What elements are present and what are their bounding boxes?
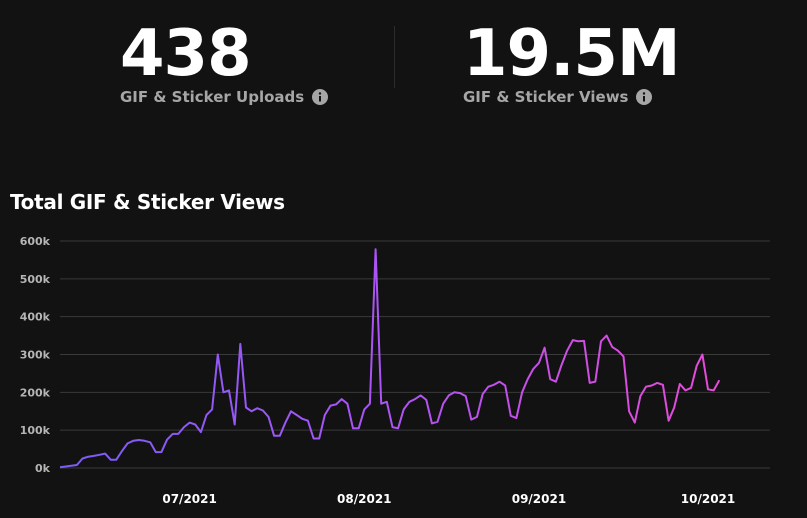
stats-divider	[394, 26, 395, 88]
y-tick-label: 400k	[20, 311, 51, 324]
data-point[interactable]	[558, 361, 566, 369]
data-point[interactable]	[191, 421, 199, 429]
data-point[interactable]	[693, 362, 701, 370]
data-point[interactable]	[597, 337, 605, 345]
y-tick-label: 600k	[20, 235, 51, 248]
uploads-label-row: GIF & Sticker Uploads	[120, 88, 329, 106]
uploads-info-icon[interactable]	[312, 89, 329, 105]
data-point[interactable]	[518, 388, 526, 396]
data-point[interactable]	[687, 384, 695, 392]
data-point[interactable]	[676, 380, 684, 388]
data-point[interactable]	[710, 386, 718, 394]
data-point[interactable]	[541, 344, 549, 352]
data-point[interactable]	[434, 418, 442, 426]
data-point[interactable]	[372, 245, 380, 253]
data-point[interactable]	[625, 407, 633, 415]
data-point[interactable]	[665, 417, 673, 425]
data-point[interactable]	[118, 447, 126, 455]
data-point[interactable]	[698, 351, 706, 359]
data-point[interactable]	[462, 392, 470, 400]
data-point[interactable]	[265, 413, 273, 421]
uploads-stat: 438 GIF & Sticker Uploads	[120, 17, 329, 106]
data-point[interactable]	[259, 407, 267, 415]
data-point[interactable]	[315, 435, 323, 443]
data-point[interactable]	[276, 432, 284, 440]
data-point[interactable]	[591, 378, 599, 386]
data-point[interactable]	[620, 352, 628, 360]
views-label: GIF & Sticker Views	[463, 88, 629, 106]
y-tick-label: 100k	[20, 424, 51, 437]
data-point[interactable]	[163, 436, 171, 444]
data-point[interactable]	[355, 424, 363, 432]
data-point[interactable]	[636, 392, 644, 400]
views-value: 19.5M	[463, 17, 681, 91]
data-point[interactable]	[321, 411, 329, 419]
x-tick-label: 09/2021	[512, 492, 566, 506]
data-point[interactable]	[552, 378, 560, 386]
data-point[interactable]	[614, 347, 622, 355]
data-point[interactable]	[512, 414, 520, 422]
data-point[interactable]	[236, 340, 244, 348]
data-point[interactable]	[231, 421, 239, 429]
data-point[interactable]	[400, 405, 408, 413]
data-point[interactable]	[157, 448, 165, 456]
data-point[interactable]	[524, 375, 532, 383]
grid-lines	[60, 240, 770, 469]
data-point[interactable]	[214, 351, 222, 359]
data-point[interactable]	[366, 400, 374, 408]
y-tick-label: 200k	[20, 386, 51, 399]
x-tick-label: 07/2021	[162, 492, 216, 506]
series-line	[59, 248, 721, 469]
data-point[interactable]	[529, 365, 537, 373]
data-point[interactable]	[304, 417, 312, 425]
y-tick-label: 0k	[35, 462, 51, 475]
data-point[interactable]	[603, 332, 611, 340]
views-info-icon[interactable]	[636, 89, 653, 105]
data-point[interactable]	[383, 398, 391, 406]
y-tick-label: 500k	[20, 273, 51, 286]
data-point[interactable]	[101, 450, 109, 458]
x-axis-ticks: 07/2021 08/2021 09/2021 10/2021	[162, 492, 735, 506]
y-axis-ticks: 0k 100k 200k 300k 400k 500k 600k	[20, 235, 51, 475]
data-point[interactable]	[479, 390, 487, 398]
chart-title: Total GIF & Sticker Views	[10, 190, 285, 214]
data-point[interactable]	[360, 405, 368, 413]
data-point[interactable]	[631, 419, 639, 427]
data-point[interactable]	[715, 376, 723, 384]
uploads-value: 438	[120, 17, 252, 91]
data-point[interactable]	[535, 359, 543, 367]
data-point[interactable]	[501, 382, 509, 390]
views-label-row: GIF & Sticker Views	[463, 88, 680, 106]
data-point[interactable]	[439, 400, 447, 408]
data-point[interactable]	[146, 438, 154, 446]
data-point[interactable]	[343, 400, 351, 408]
data-point[interactable]	[659, 381, 667, 389]
data-point[interactable]	[422, 396, 430, 404]
data-point[interactable]	[281, 419, 289, 427]
data-point[interactable]	[473, 413, 481, 421]
x-tick-label: 08/2021	[337, 492, 391, 506]
data-point[interactable]	[225, 386, 233, 394]
data-point[interactable]	[580, 337, 588, 345]
uploads-label: GIF & Sticker Uploads	[120, 88, 305, 106]
views-line-chart: 0k 100k 200k 300k 400k 500k 600k 07/2021 08/202…	[20, 235, 770, 506]
data-point[interactable]	[563, 347, 571, 355]
data-point[interactable]	[112, 456, 120, 464]
data-point[interactable]	[174, 430, 182, 438]
y-tick-label: 300k	[20, 349, 51, 362]
data-point[interactable]	[73, 461, 81, 469]
data-point[interactable]	[208, 405, 216, 413]
data-point[interactable]	[670, 404, 678, 412]
x-tick-label: 10/2021	[681, 492, 735, 506]
series-layer	[59, 245, 723, 469]
data-point[interactable]	[394, 424, 402, 432]
views-stat: 19.5M GIF & Sticker Views	[463, 17, 681, 106]
data-point[interactable]	[197, 428, 205, 436]
